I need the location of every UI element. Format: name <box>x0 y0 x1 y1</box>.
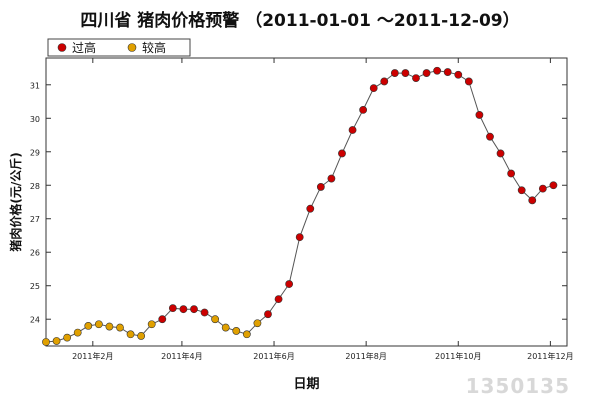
legend-box <box>47 38 191 57</box>
data-point <box>285 280 294 288</box>
data-point <box>274 295 283 304</box>
data-point <box>242 330 251 339</box>
data-point <box>84 322 93 330</box>
x-tick-label: 2011年4月 <box>161 351 202 361</box>
legend-marker-elevated <box>127 43 137 52</box>
y-tick-label: 30 <box>30 115 40 124</box>
y-tick-label: 27 <box>30 215 40 224</box>
x-tick-label: 2011年2月 <box>72 351 113 361</box>
y-tick-label: 29 <box>30 148 40 157</box>
data-point <box>528 196 537 205</box>
data-point <box>94 320 103 329</box>
data-point <box>316 183 325 191</box>
data-point <box>306 204 315 213</box>
data-point <box>464 77 473 86</box>
x-tick-label: 2011年8月 <box>345 351 386 361</box>
data-point <box>538 184 547 193</box>
data-point <box>190 305 198 314</box>
data-point <box>401 69 410 77</box>
watermark: 1350135 <box>465 374 570 398</box>
legend-marker-high <box>57 43 67 52</box>
data-point <box>327 174 336 183</box>
y-axis-label: 猪肉价格(元/公斤) <box>8 152 23 252</box>
data-point <box>412 74 420 82</box>
data-point <box>211 315 220 324</box>
data-point <box>295 233 304 242</box>
data-point <box>147 320 156 329</box>
x-tick-label: 2011年6月 <box>253 351 294 361</box>
data-point <box>126 330 135 339</box>
data-point <box>200 308 209 317</box>
data-point <box>137 332 146 340</box>
data-point <box>517 186 526 195</box>
x-tick-label: 2011年12月 <box>527 351 574 361</box>
plot-frame <box>45 57 568 347</box>
data-point <box>338 149 346 158</box>
data-point <box>549 181 558 190</box>
data-point <box>507 169 516 178</box>
data-point <box>168 304 177 313</box>
data-point <box>390 69 399 77</box>
y-tick-label: 26 <box>30 249 40 258</box>
chart-title: 四川省 猪肉价格预警 （2011-01-01 ～2011-12-09） <box>80 11 520 31</box>
data-point <box>105 322 114 331</box>
data-point <box>116 323 124 332</box>
data-point <box>443 68 452 76</box>
data-point <box>158 315 167 324</box>
x-tick-label: 2011年10月 <box>435 351 482 361</box>
data-point <box>63 333 72 342</box>
data-point <box>73 328 82 337</box>
data-point <box>359 106 368 114</box>
data-point <box>232 327 241 335</box>
data-point <box>369 84 378 93</box>
data-point <box>433 66 442 75</box>
data-point <box>52 337 61 345</box>
x-axis-label: 日期 <box>293 377 319 392</box>
y-tick-label: 25 <box>30 282 40 291</box>
data-point <box>264 310 272 319</box>
data-point <box>454 70 463 79</box>
data-point <box>221 323 230 332</box>
data-point <box>42 338 50 346</box>
data-point <box>486 132 494 141</box>
legend-label-high: 过高 <box>72 40 96 55</box>
legend-label-elevated: 较高 <box>142 40 166 55</box>
data-point <box>253 319 262 328</box>
y-tick-label: 31 <box>30 81 40 90</box>
data-point <box>475 111 484 119</box>
y-tick-label: 24 <box>30 316 40 325</box>
data-point <box>422 69 431 77</box>
data-point <box>380 77 389 86</box>
y-tick-label: 28 <box>30 182 40 191</box>
data-point <box>348 126 357 134</box>
data-point <box>496 149 505 158</box>
data-point <box>179 305 188 314</box>
